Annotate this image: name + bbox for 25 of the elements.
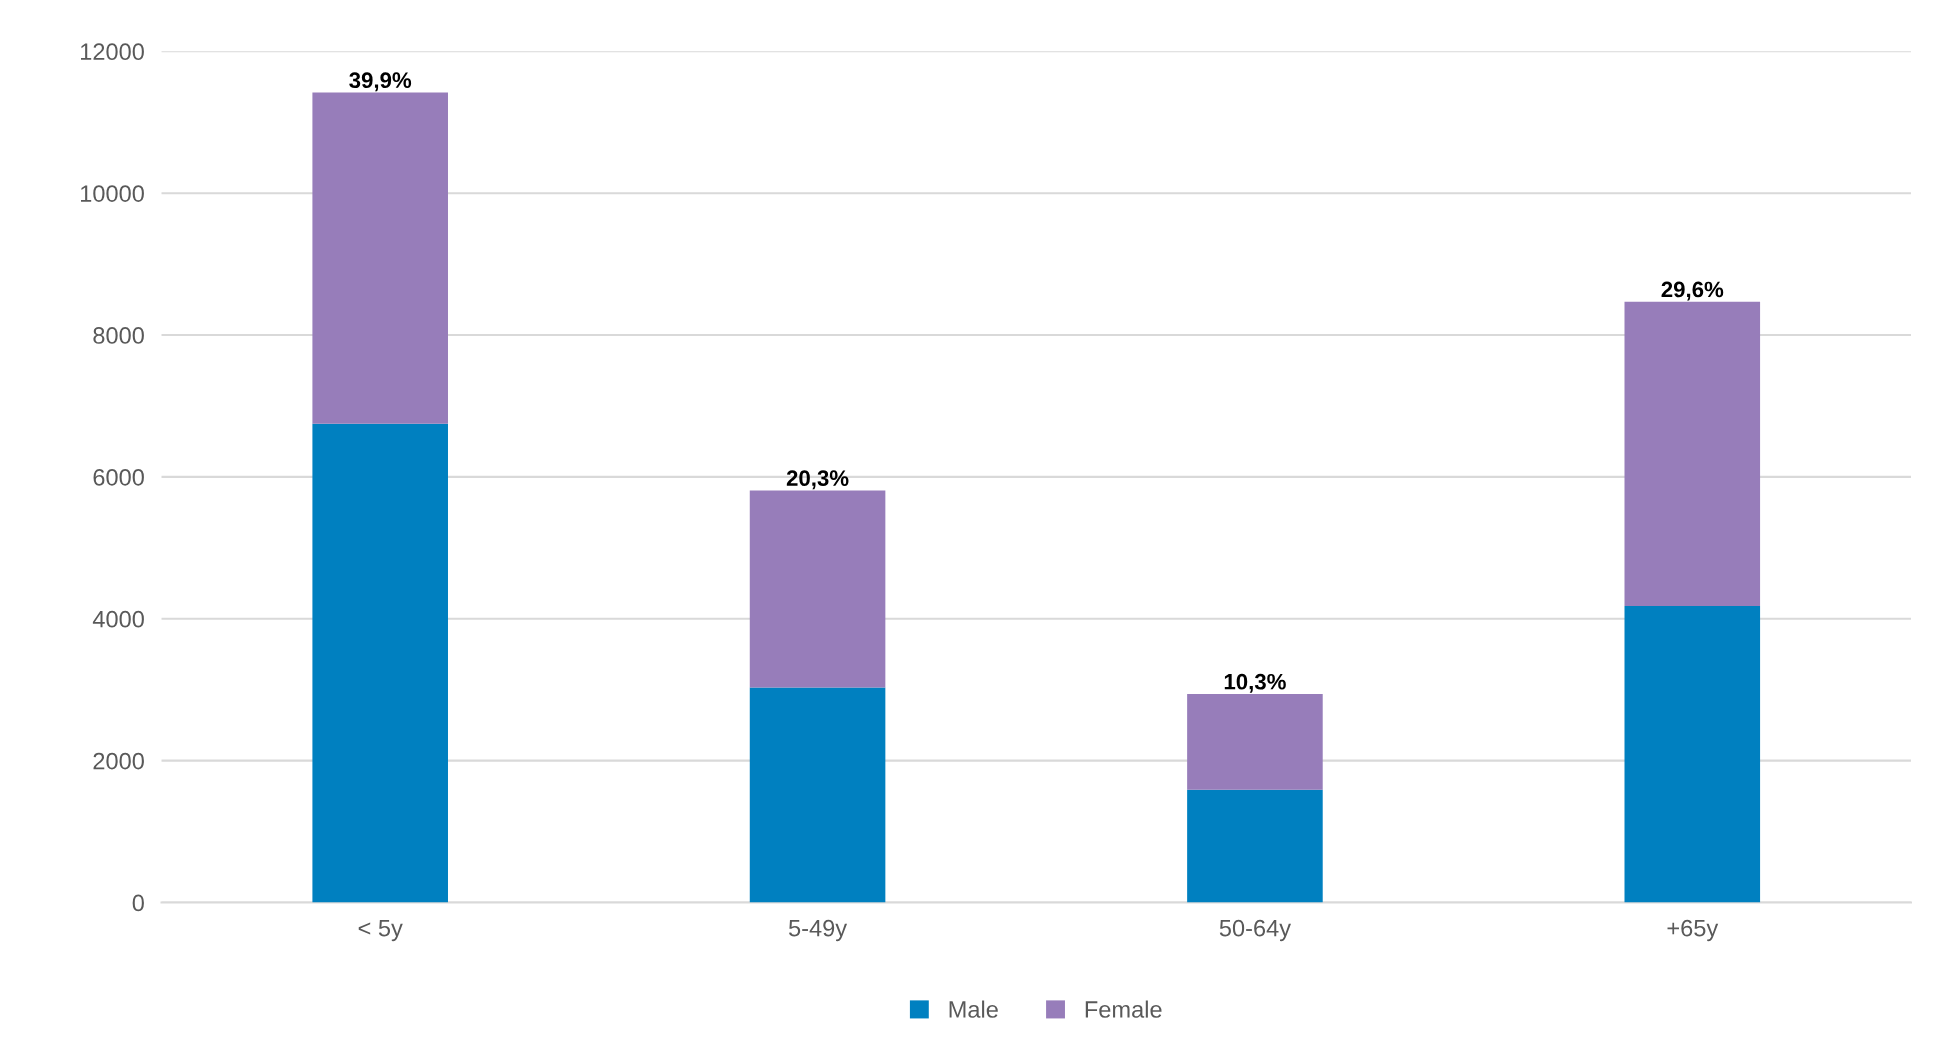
y-tick-label: 6000 [93, 468, 144, 486]
x-tick-label: 50-64y [1219, 919, 1291, 942]
annotation: 10,3% [1224, 673, 1286, 693]
annotation: 29,6% [1661, 281, 1724, 301]
x-tick-label: < 5y [358, 920, 403, 942]
y-tick-label: 12000 [81, 43, 144, 61]
bar [1624, 301, 1761, 607]
legend-label: Female [1085, 1000, 1162, 1018]
bar [312, 423, 448, 903]
y-tick-label: 2000 [93, 752, 144, 770]
bar [1624, 606, 1761, 903]
y-tick-label: 10000 [81, 185, 144, 202]
bar [749, 490, 886, 688]
y-tick-label: 4000 [92, 610, 144, 628]
y-tick-label: 0 [132, 894, 144, 912]
y-tick-label: 8000 [93, 327, 144, 344]
x-tick-label: 5-49y [788, 919, 848, 942]
annotation: 20,3% [786, 470, 849, 490]
x-tick-label: +65y [1667, 919, 1719, 942]
bar [1187, 789, 1323, 903]
annotation: 39,9% [349, 72, 412, 92]
bar [749, 687, 886, 903]
bar [312, 92, 448, 424]
bar [1187, 693, 1323, 790]
legend-label: Male [949, 1000, 998, 1018]
